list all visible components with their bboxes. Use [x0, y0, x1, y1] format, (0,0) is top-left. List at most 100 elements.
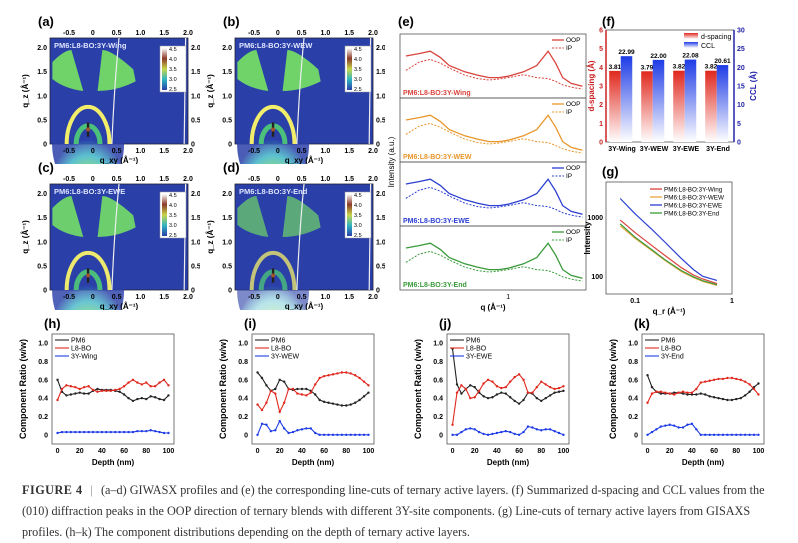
- lamellar-ring-outer: [249, 104, 297, 145]
- bar: [641, 71, 653, 142]
- panel-label: (a): [38, 14, 54, 29]
- data-point: [282, 427, 286, 430]
- data-point: [145, 397, 148, 401]
- figure-number: FIGURE 4: [22, 483, 83, 497]
- bar: [705, 70, 717, 142]
- data-point: [149, 385, 152, 388]
- y-tick-left: 1.0: [222, 239, 232, 246]
- bar: [609, 70, 621, 142]
- data-point: [513, 375, 516, 379]
- x-tick-bottom: 1.5: [344, 148, 354, 155]
- data-point: [526, 425, 530, 428]
- legend-oop: OOP: [566, 101, 580, 108]
- colorbar-tick: 4.0: [354, 203, 362, 209]
- data-point: [540, 429, 543, 432]
- y-tick-right: 0.5: [376, 117, 385, 124]
- data-point: [681, 426, 685, 429]
- data-point: [672, 393, 676, 396]
- y-tick-right: 0: [191, 288, 195, 295]
- y-tick: 0.4: [238, 396, 248, 403]
- data-point: [82, 430, 86, 434]
- x-tick-bottom: 0: [276, 294, 280, 301]
- data-point: [145, 429, 148, 433]
- data-point: [509, 380, 512, 383]
- data-point: [56, 431, 59, 435]
- y-tick-left: 1.5: [222, 215, 232, 222]
- data-point: [309, 427, 312, 430]
- y-tick-right: 0: [191, 142, 195, 149]
- x-tick-top: 1.0: [321, 30, 331, 37]
- data-point: [721, 433, 725, 437]
- data-point: [699, 381, 702, 384]
- y-tick: 0: [634, 432, 638, 439]
- sample-label: PM6:L8-BO:3Y-EWE: [54, 187, 125, 196]
- data-point: [118, 430, 121, 434]
- data-point: [757, 433, 760, 437]
- data-point: [69, 385, 73, 388]
- data-point: [752, 387, 756, 391]
- data-point: [553, 391, 556, 394]
- data-point: [668, 392, 671, 395]
- x-tick-bottom: 0.5: [297, 294, 307, 301]
- data-point: [87, 392, 90, 395]
- data-point: [517, 402, 521, 405]
- series-line: [451, 373, 564, 425]
- data-point: [91, 388, 95, 392]
- panel-label: (b): [223, 14, 240, 29]
- panel-label: (j): [439, 316, 451, 331]
- y-tick-left: 6: [599, 28, 603, 35]
- x-tick-bottom: -0.5: [63, 294, 75, 301]
- x-tick-top: 2.0: [368, 176, 378, 183]
- panel-label: (g): [602, 164, 619, 179]
- data-point: [274, 387, 277, 391]
- data-point: [659, 392, 663, 395]
- data-point: [686, 423, 689, 426]
- data-point: [548, 394, 552, 397]
- data-point: [265, 384, 268, 387]
- y-tick-left: 1.0: [37, 93, 47, 100]
- x-axis-label: q (Å⁻¹): [480, 303, 505, 312]
- data-point: [345, 433, 348, 437]
- data-point: [131, 399, 135, 403]
- data-point: [500, 386, 503, 390]
- legend-label: L8-BO: [71, 346, 92, 353]
- data-point: [287, 431, 290, 435]
- y-axis-label: q_z (Å⁻¹): [21, 220, 30, 254]
- y-axis-label: q_z (Å⁻¹): [206, 74, 215, 108]
- data-point: [318, 398, 321, 402]
- data-point: [367, 391, 370, 394]
- data-point: [314, 431, 317, 435]
- data-point: [535, 396, 539, 400]
- data-point: [464, 387, 468, 391]
- y-tick-right: 10: [737, 102, 745, 109]
- x-tick: 1: [730, 298, 734, 305]
- data-point: [646, 401, 649, 404]
- y-tick-left: 1: [599, 121, 603, 128]
- data-point: [60, 430, 64, 434]
- x-tick: 0.1: [630, 298, 640, 305]
- data-point: [704, 433, 707, 437]
- x-tick-top: 1.5: [159, 176, 169, 183]
- x-tick-top: 0: [276, 176, 280, 183]
- x-tick: 20: [666, 448, 674, 455]
- giwaxs-panel: (b) PM6:L8-BO:3Y-WEW 4.5 4.0 3.5 3.0 2.5 -0.5 -0…: [206, 14, 385, 164]
- colorbar-tick: 4.0: [354, 57, 362, 63]
- y-tick: 0.6: [238, 377, 248, 384]
- data-point: [482, 395, 485, 398]
- data-point: [509, 396, 512, 399]
- x-tick-bottom: 0: [91, 294, 95, 301]
- y-tick-left: 1.5: [37, 69, 47, 76]
- panel-label: (d): [223, 160, 240, 175]
- colorbar-tick: 2.5: [169, 233, 177, 239]
- y-tick-right: 2.0: [376, 45, 385, 52]
- data-point: [109, 389, 112, 393]
- data-point: [517, 373, 521, 376]
- oop-line: [405, 242, 583, 279]
- data-point: [469, 427, 472, 430]
- y-tick-right: 25: [737, 46, 745, 53]
- data-point: [659, 390, 663, 393]
- data-point: [655, 390, 658, 393]
- x-tick-top: 1.5: [344, 30, 354, 37]
- data-point: [162, 378, 166, 382]
- legend-label: PM6: [71, 338, 86, 345]
